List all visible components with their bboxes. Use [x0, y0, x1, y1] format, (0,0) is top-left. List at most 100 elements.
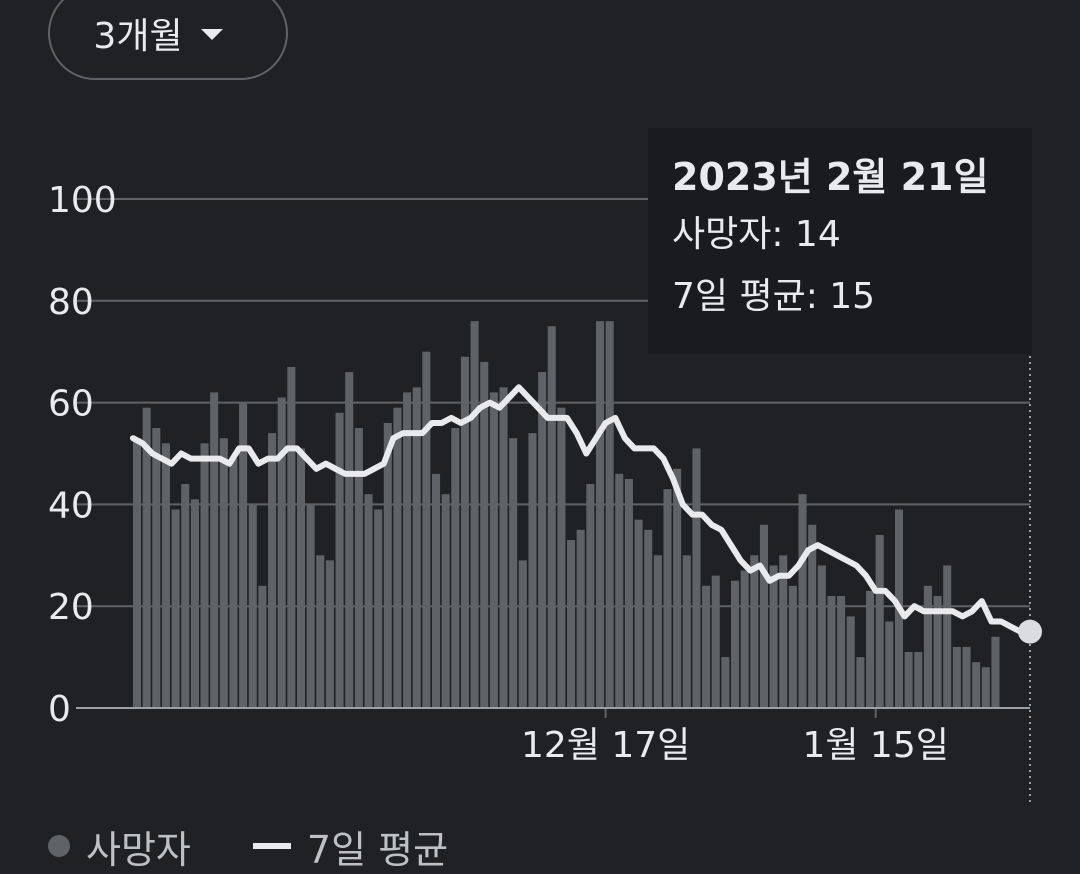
legend-deaths-label: 사망자 [86, 827, 191, 872]
deaths-bar [509, 438, 518, 708]
deaths-bar [933, 596, 942, 708]
deaths-bar [538, 372, 547, 708]
y-tick-label: 0 [48, 689, 71, 730]
deaths-bar [808, 524, 817, 708]
deaths-bar [499, 387, 508, 708]
deaths-bar [923, 585, 932, 708]
deaths-bar [721, 657, 730, 708]
deaths-bar [904, 652, 913, 708]
deaths-bar [277, 397, 286, 708]
deaths-bar [219, 438, 228, 708]
deaths-bar [644, 529, 653, 708]
legend-average-label: 7일 평균 [306, 827, 449, 872]
deaths-bar [152, 428, 161, 708]
chart-legend: 사망자 7일 평균 [48, 818, 448, 874]
deaths-bar [750, 555, 759, 708]
deaths-bar [190, 499, 199, 708]
deaths-bar [702, 585, 711, 708]
y-tick-label: 60 [48, 384, 94, 425]
deaths-bar [171, 509, 180, 708]
deaths-bar [837, 596, 846, 708]
deaths-bar [489, 392, 498, 708]
deaths-bar [268, 433, 277, 708]
deaths-bar [634, 519, 643, 708]
deaths-bar [711, 575, 720, 708]
deaths-bar [981, 667, 990, 708]
deaths-bar [885, 621, 894, 708]
deaths-bar [335, 412, 344, 708]
deaths-bar [914, 652, 923, 708]
deaths-bar [412, 387, 421, 708]
deaths-bar [615, 473, 624, 708]
deaths-bar [547, 326, 556, 708]
legend-average-swatch [252, 843, 291, 849]
y-tick-label: 40 [48, 485, 94, 526]
deaths-bar [161, 443, 170, 708]
deaths-bar [788, 585, 797, 708]
deaths-bar [470, 321, 479, 708]
deaths-bar [316, 555, 325, 708]
deaths-bar [287, 366, 296, 708]
deaths-bar [576, 529, 585, 708]
deaths-bar [653, 555, 662, 708]
deaths-bar [798, 494, 807, 708]
deaths-bar [528, 433, 537, 708]
deaths-bar [567, 540, 576, 708]
deaths-bar [875, 534, 884, 708]
deaths-bar [354, 428, 363, 708]
deaths-bar [133, 438, 142, 708]
range-selector-button[interactable]: 3개월 [48, 0, 288, 80]
deaths-bar [557, 407, 566, 708]
deaths-bar [441, 494, 450, 708]
chart-tooltip: 2023년 2월 21일 사망자: 14 7일 평균: 15 [648, 128, 1032, 354]
deaths-bar [663, 489, 672, 708]
deaths-bar [181, 484, 190, 708]
deaths-bar [827, 596, 836, 708]
x-tick-label: 12월 17일 [521, 725, 690, 766]
y-tick-label: 100 [48, 180, 117, 221]
deaths-bar [769, 565, 778, 708]
deaths-bar [682, 555, 691, 708]
deaths-bar [200, 443, 209, 708]
deaths-bar [325, 560, 334, 708]
deaths-bar [673, 468, 682, 708]
tooltip-deaths: 사망자: 14 [672, 214, 841, 255]
x-tick-label: 1월 15일 [802, 725, 948, 766]
y-tick-label: 80 [48, 282, 94, 323]
deaths-bar [210, 392, 219, 708]
tooltip-date: 2023년 2월 21일 [672, 155, 989, 199]
deaths-bar [740, 570, 749, 708]
deaths-bar [866, 590, 875, 708]
deaths-bar [364, 494, 373, 708]
caret-down-icon [200, 28, 223, 40]
tooltip-average: 7일 평균: 15 [672, 276, 876, 317]
deaths-bar [605, 321, 614, 708]
deaths-bar [451, 428, 460, 708]
deaths-bar [480, 361, 489, 708]
deaths-bar [624, 478, 633, 708]
deaths-bar [374, 509, 383, 708]
highlight-point [1018, 619, 1042, 644]
deaths-bar [248, 504, 257, 708]
y-tick-label: 20 [48, 587, 94, 628]
deaths-bar [306, 504, 315, 708]
deaths-bar [142, 407, 151, 708]
deaths-bar [952, 646, 961, 708]
deaths-bar [856, 657, 865, 708]
deaths-bar [258, 585, 267, 708]
deaths-bar [972, 662, 981, 708]
deaths-bar [460, 356, 469, 708]
deaths-bar [586, 484, 595, 708]
deaths-bar [422, 351, 431, 708]
deaths-bar [846, 616, 855, 708]
deaths-bar [229, 458, 238, 708]
deaths-bar [817, 565, 826, 708]
deaths-bar [692, 448, 701, 708]
deaths-bar [962, 646, 971, 708]
deaths-bar [991, 636, 1000, 708]
deaths-bar [518, 560, 527, 708]
range-selector-label: 3개월 [93, 16, 183, 57]
deaths-bar [731, 580, 740, 708]
deaths-bar [432, 473, 441, 708]
